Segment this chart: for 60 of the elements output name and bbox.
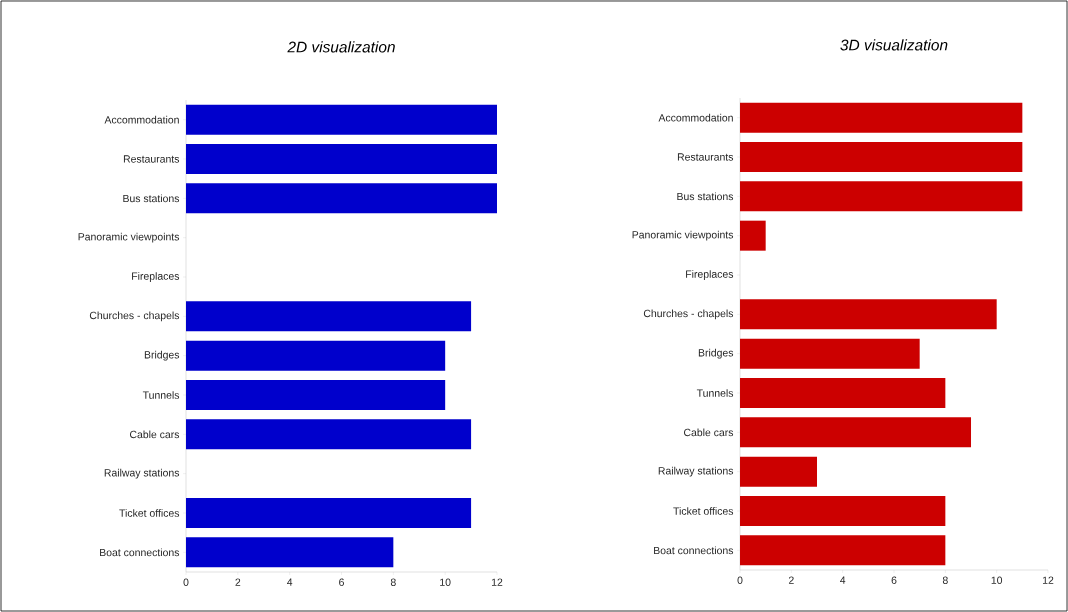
x-tick-label: 10 bbox=[991, 576, 1003, 584]
x-tick-label: 2 bbox=[235, 578, 241, 586]
y-tick-label: Panoramic viewpoints bbox=[632, 230, 734, 241]
bar bbox=[740, 220, 766, 251]
bar bbox=[740, 417, 972, 448]
y-tick-label: Railway stations bbox=[104, 468, 180, 479]
x-tick-label: 4 bbox=[286, 578, 293, 586]
y-tick-label: Bridges bbox=[144, 350, 180, 361]
bar bbox=[186, 498, 472, 528]
bar bbox=[740, 378, 946, 408]
bar bbox=[186, 183, 497, 214]
bar bbox=[186, 380, 446, 410]
x-tick-label: 4 bbox=[840, 576, 846, 584]
chart-title: 2D visualization bbox=[287, 41, 395, 53]
y-tick-label: Restaurants bbox=[677, 153, 734, 161]
y-tick-label: Cable cars bbox=[130, 430, 180, 439]
x-tick-label: 12 bbox=[491, 578, 503, 586]
x-tick-label: 8 bbox=[942, 576, 948, 584]
y-tick-label: Panoramic viewpoints bbox=[78, 232, 180, 243]
x-tick-label: 0 bbox=[183, 578, 189, 586]
x-tick-label: 6 bbox=[339, 578, 344, 586]
x-tick-label: 12 bbox=[1042, 576, 1054, 584]
y-tick-label: Bus stations bbox=[123, 194, 180, 203]
chart-title: 3D visualization bbox=[840, 39, 948, 51]
bar bbox=[740, 496, 946, 526]
x-tick-label: 2 bbox=[788, 576, 794, 584]
bar bbox=[740, 142, 1023, 172]
bar bbox=[186, 419, 472, 450]
y-tick-label: Ticket offices bbox=[673, 507, 734, 515]
y-tick-label: Tunnels bbox=[696, 389, 734, 397]
bar bbox=[740, 181, 1023, 212]
y-tick-label: Churches - chapels bbox=[643, 309, 734, 320]
bar bbox=[186, 340, 446, 371]
x-tick-label: 10 bbox=[440, 578, 451, 586]
bar bbox=[740, 535, 946, 566]
x-tick-label: 6 bbox=[891, 576, 897, 584]
y-tick-label: Restaurants bbox=[123, 155, 180, 163]
bar bbox=[186, 104, 497, 135]
y-tick-label: Railway stations bbox=[658, 466, 734, 477]
bar bbox=[740, 299, 997, 330]
bar bbox=[740, 102, 1023, 133]
y-tick-label: Tunnels bbox=[142, 391, 180, 399]
y-tick-label: Fireplaces bbox=[686, 270, 734, 280]
bar bbox=[186, 301, 472, 332]
y-tick-label: Accommodation bbox=[104, 115, 179, 124]
y-tick-label: Ticket offices bbox=[119, 509, 180, 517]
bar bbox=[740, 456, 818, 487]
x-tick-label: 8 bbox=[390, 578, 396, 586]
y-tick-label: Churches - chapels bbox=[89, 311, 180, 322]
x-tick-label: 0 bbox=[737, 576, 743, 584]
y-tick-label: Cable cars bbox=[684, 428, 734, 437]
y-tick-label: Bridges bbox=[698, 348, 734, 359]
y-tick-label: Boat connections bbox=[100, 548, 180, 557]
bar bbox=[740, 338, 920, 369]
y-tick-label: Accommodation bbox=[658, 113, 733, 122]
bar bbox=[186, 537, 394, 568]
y-tick-label: Fireplaces bbox=[132, 272, 180, 282]
y-tick-label: Boat connections bbox=[654, 546, 734, 555]
bar bbox=[186, 144, 497, 174]
y-tick-label: Bus stations bbox=[677, 192, 734, 201]
